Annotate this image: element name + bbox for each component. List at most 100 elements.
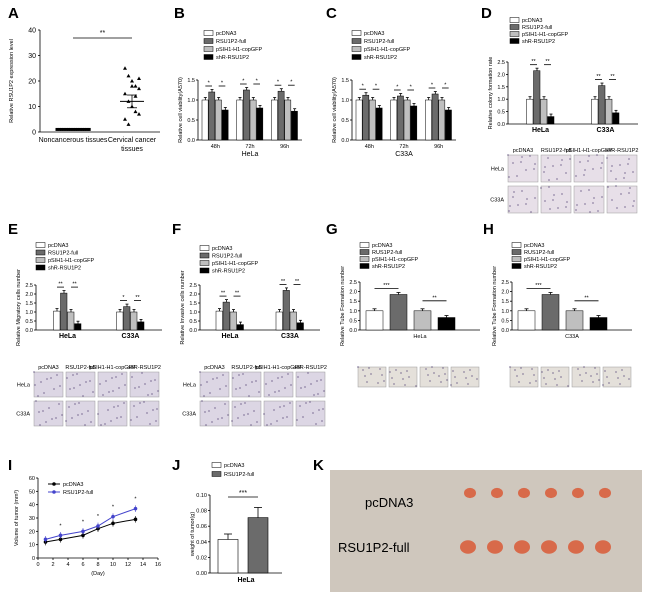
panel-c-sig-label: * — [362, 84, 365, 90]
panel-b-sig-label: * — [242, 79, 245, 85]
panel-a-point-control — [85, 127, 89, 131]
panel-g-micrograph-dot — [368, 367, 370, 369]
panel-f-micrograph-dot — [253, 410, 255, 412]
panel-f-micrograph-dot — [302, 416, 304, 418]
panel-h-micrograph-dot — [545, 383, 547, 385]
panel-i-x-tick-label: 16 — [155, 562, 161, 568]
panel-d-micrograph-dot — [607, 186, 609, 188]
panel-f-y-tick-label: 1.5 — [189, 301, 197, 307]
panel-f-micrograph-dot — [323, 390, 325, 392]
panel-d-micrograph-dot — [620, 193, 622, 195]
panel-g-y-tick-label: 2.5 — [349, 280, 357, 286]
panel-f-bar — [282, 290, 290, 331]
panel-e-micrograph-dot — [150, 380, 152, 382]
panel-f-legend-label: pSIH1-H1-copGFP — [212, 261, 258, 267]
panel-e-legend-label: RSU1P2-full — [48, 251, 78, 257]
panel-f-micrograph-dot — [282, 417, 284, 419]
panel-c-bar — [410, 105, 418, 141]
panel-a-category-label: Cervical cancer — [108, 137, 157, 144]
panel-d-micrograph-dot — [529, 155, 531, 157]
panel-f-micrograph-dot — [242, 373, 244, 375]
panel-d-micrograph-dot — [569, 158, 571, 160]
panel-g-legend-swatch — [359, 256, 370, 262]
panel-f-micrograph-dot — [212, 378, 214, 380]
panel-g-legend-label: RUS1P2-full — [372, 250, 402, 256]
panel-j-bar — [217, 539, 239, 574]
panel-f-micrograph — [263, 400, 294, 427]
panel-e-bar — [116, 311, 124, 331]
panel-a-y-label: Relative RSU1P2 expression level — [9, 39, 15, 123]
panel-i-x-tick-label: 14 — [140, 562, 146, 568]
panel-f-micrograph-dot — [313, 394, 315, 396]
panel-i-y-tick-label: 0 — [32, 556, 35, 562]
panel-d-micrograph-dot — [633, 200, 635, 202]
panel-g-sig-label: *** — [383, 283, 390, 289]
panel-g-micrograph-dot — [476, 378, 478, 380]
panel-h-micrograph-dot — [604, 370, 606, 372]
panel-d-micrograph-dot — [552, 165, 554, 167]
panel-e-micrograph — [33, 400, 64, 427]
panel-f-micrograph-dot — [231, 420, 233, 422]
panel-e-micrograph-dot — [133, 405, 135, 407]
panel-h-micrograph-dot — [608, 382, 610, 384]
panel-e-y-tick-label: 2.0 — [25, 292, 33, 298]
panel-f-category-label: HeLa — [221, 333, 238, 340]
panel-i-x-tick-label: 2 — [51, 562, 54, 568]
panel-c-sig-label: * — [410, 85, 413, 91]
panel-f-legend-swatch — [199, 252, 210, 259]
panel-d-micrograph-dot — [508, 210, 510, 212]
panel-b-y-tick-label: 1.0 — [187, 98, 195, 104]
panel-b-bar — [249, 99, 257, 141]
panel-b-y-tick-label: 0.0 — [187, 138, 195, 144]
panel-i-series-line — [45, 518, 136, 543]
panel-f-y-tick-label: 0.0 — [189, 328, 197, 334]
panel-h-micrograph-dot — [543, 377, 545, 379]
panel-f-micrograph-dot — [312, 412, 314, 414]
panel-f-micrograph-dot — [232, 377, 234, 379]
panel-f-micrograph-dot — [299, 405, 301, 407]
panel-e-micrograph-dot — [102, 394, 104, 396]
panel-f-micrograph-dot — [287, 373, 289, 375]
panel-e-micrograph-dot — [61, 414, 63, 416]
panel-h-y-tick-label: 2.5 — [501, 280, 509, 286]
panel-f-micrograph-dot — [238, 374, 240, 376]
panel-j-y-tick-label: 0.00 — [196, 571, 207, 577]
panel-e-sig-label: ** — [58, 282, 63, 288]
panel-i-sig-label: * — [97, 514, 100, 520]
panel-e-micrograph — [97, 400, 128, 427]
panel-h-y-tick-label: 0.0 — [501, 328, 509, 334]
panel-e-legend-swatch — [35, 264, 46, 271]
panel-f-micrograph — [199, 400, 230, 427]
panel-c-category-label: 72h — [399, 144, 408, 150]
panel-g-micrograph — [388, 366, 418, 388]
panel-e-micrograph-dot — [130, 419, 132, 421]
panel-e-y-tick-label: 0.5 — [25, 319, 33, 325]
panel-d-micrograph-dot — [512, 196, 514, 198]
panel-e-micrograph-dot — [59, 385, 61, 387]
panel-d-micrograph-dot — [584, 169, 586, 171]
panel-f-micrograph-dot — [289, 402, 291, 404]
tumor — [518, 487, 530, 499]
panel-g-micrograph-dot — [427, 374, 429, 376]
panel-b-sig-label: * — [221, 81, 224, 87]
panel-e-micrograph-dot — [78, 402, 80, 404]
panel-g-bar — [365, 310, 384, 331]
panel-h-y-label: Relative Tube Formation number — [492, 266, 498, 346]
panel-f-micrograph-dot — [256, 421, 258, 423]
panel-f-y-tick-label: 2.0 — [189, 292, 197, 298]
panel-e-legend-swatch — [35, 249, 46, 256]
panel-d-sig-label: ** — [610, 74, 615, 80]
panel-d-micrograph — [507, 154, 539, 183]
panel-d-micrograph-dot — [601, 162, 603, 164]
panel-j-y-label: weight of tumor(g) — [190, 512, 196, 557]
panel-d-micrograph-dot — [543, 171, 545, 173]
panel-h-micrograph-dot — [598, 379, 600, 381]
panel-g-micrograph-dot — [357, 366, 359, 368]
panel-d-micrograph-dot — [517, 204, 519, 206]
panel-c-x-label: C33A — [395, 151, 413, 158]
panel-b-bar — [236, 99, 244, 141]
panel-a-point-cancer — [137, 86, 141, 91]
panel-e-legend-swatch — [35, 257, 46, 263]
panel-c-legend-label: shR-RSU1P2 — [364, 55, 397, 61]
panel-f-micrograph-dot — [283, 405, 285, 407]
